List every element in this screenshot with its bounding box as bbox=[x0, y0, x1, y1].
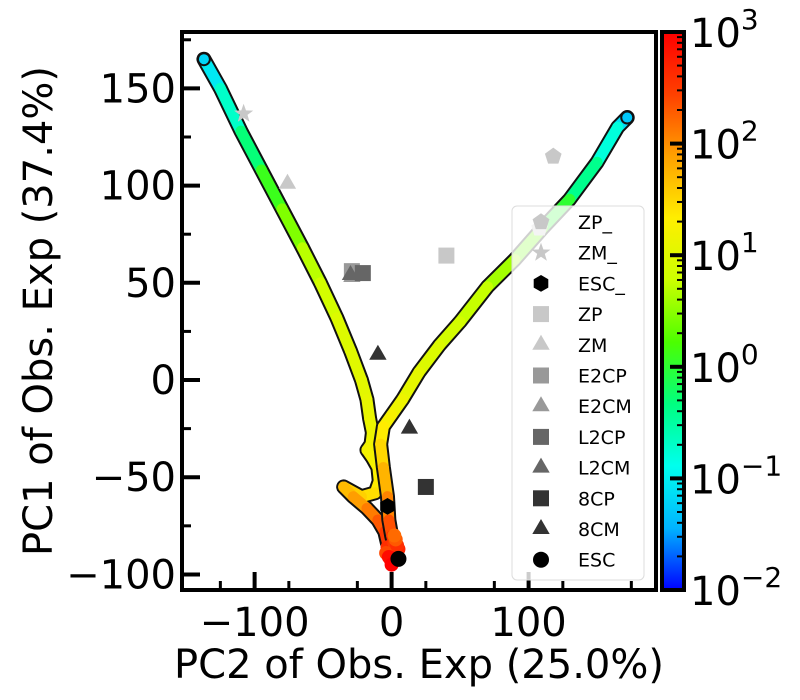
marker-esc bbox=[390, 550, 407, 567]
legend-marker bbox=[532, 457, 550, 473]
trajectory-branch-1-segment bbox=[235, 125, 267, 176]
trajectory-branch-2-segment bbox=[481, 253, 521, 293]
trajectory-branch-2-segment bbox=[454, 281, 493, 328]
legend-marker bbox=[533, 275, 549, 292]
colorbar-ticks: 10−2 10−1 100 101 102 103 bbox=[670, 3, 782, 615]
y-tick-label: 50 bbox=[125, 261, 176, 307]
y-tick-label: 100 bbox=[100, 164, 176, 210]
x-axis: −100 0 100 bbox=[200, 572, 633, 646]
trajectory-branch-1-segment bbox=[255, 164, 288, 215]
y-tick-label: 0 bbox=[151, 358, 176, 404]
trajectory-branch-1-outline bbox=[196, 51, 395, 551]
legend-box bbox=[511, 205, 645, 581]
x-tick-label: 100 bbox=[490, 600, 566, 646]
trajectory-branch-1-segment bbox=[214, 82, 247, 137]
trajectory-branch-1-segment bbox=[314, 277, 343, 324]
trajectory-branch-1-start bbox=[196, 52, 211, 67]
x-tick-label: −100 bbox=[200, 600, 310, 646]
legend-entry: E2CM bbox=[578, 396, 632, 418]
y-axis: −100 −50 0 50 100 150 bbox=[66, 38, 200, 598]
legend-marker bbox=[532, 396, 550, 412]
legend-marker bbox=[532, 213, 550, 230]
trajectory-branch-1-segment bbox=[331, 312, 357, 357]
y-tick-label: −100 bbox=[66, 552, 176, 598]
trajectory-branch-2-segment bbox=[564, 156, 603, 205]
plot-frame bbox=[180, 30, 658, 592]
trajectory-branch-2-segment bbox=[591, 121, 624, 168]
marker-8cm bbox=[400, 418, 419, 434]
legend-marker bbox=[533, 551, 549, 568]
cluster-point bbox=[387, 528, 402, 543]
legend-marker bbox=[533, 306, 549, 323]
colorbar-tick-label: 100 bbox=[690, 338, 759, 392]
marker-8cm bbox=[369, 344, 387, 360]
legend-entry: 8CM bbox=[578, 519, 620, 541]
legend-marker bbox=[533, 367, 549, 384]
legend-entry: ZP_ bbox=[578, 212, 612, 234]
colorbar-tick-label: 102 bbox=[690, 115, 759, 169]
legend-entry: ZP bbox=[578, 304, 602, 326]
colorbar-tick-label: 103 bbox=[690, 3, 759, 57]
x-axis-label: PC2 of Obs. Exp (25.0%) bbox=[174, 642, 664, 688]
legend-entry: L2CM bbox=[578, 458, 630, 480]
trajectory-branch-2-segment bbox=[413, 339, 446, 378]
marker-zp bbox=[438, 247, 455, 264]
legend-marker bbox=[532, 334, 550, 350]
y-tick-label: −50 bbox=[92, 455, 176, 501]
legend-entry: E2CP bbox=[578, 366, 627, 388]
colorbar: 10−2 10−1 100 101 102 103 bbox=[660, 3, 782, 615]
marker-zp-under bbox=[544, 147, 562, 164]
colorbar-tick-label: 101 bbox=[690, 226, 759, 280]
marker-zm-under bbox=[234, 103, 254, 122]
x-tick-label: 0 bbox=[379, 600, 404, 646]
marker-l2cm bbox=[341, 265, 360, 280]
trajectory-branch-2-start bbox=[620, 110, 635, 125]
legend-marker bbox=[533, 490, 549, 507]
colorbar-tick-label: 10−2 bbox=[690, 561, 782, 615]
legend-entry: ZM_ bbox=[578, 243, 617, 265]
trajectory-branch-1 bbox=[196, 51, 395, 551]
legend-entry: 8CP bbox=[578, 488, 615, 510]
colorbar-tick-label: 10−1 bbox=[690, 449, 782, 503]
legend-entry: ZM bbox=[578, 335, 607, 357]
plot-area bbox=[196, 51, 635, 572]
legend: ZP_ ZM_ ESC_ ZP ZM E2CP E2CM L2CP L2CM 8CP 8CM ESC bbox=[511, 205, 645, 581]
legend-marker bbox=[531, 242, 551, 261]
legend-entry: ESC bbox=[578, 550, 615, 572]
y-axis-label: PC1 of Obs. Exp (37.4%) bbox=[16, 66, 62, 556]
marker-l2cp bbox=[354, 265, 371, 282]
trajectory-branch-1-segment bbox=[297, 242, 326, 289]
y-tick-label: 150 bbox=[100, 66, 176, 112]
marker-8cp bbox=[417, 478, 434, 495]
marker-zm bbox=[278, 173, 297, 189]
legend-entry: ESC_ bbox=[578, 273, 625, 295]
legend-marker bbox=[533, 428, 549, 445]
legend-marker bbox=[532, 519, 550, 534]
legend-entry: L2CP bbox=[578, 427, 625, 449]
colorbar-gradient bbox=[660, 30, 686, 592]
trajectory-branch-1-segment bbox=[276, 203, 309, 254]
marker-esc-under bbox=[380, 498, 395, 515]
